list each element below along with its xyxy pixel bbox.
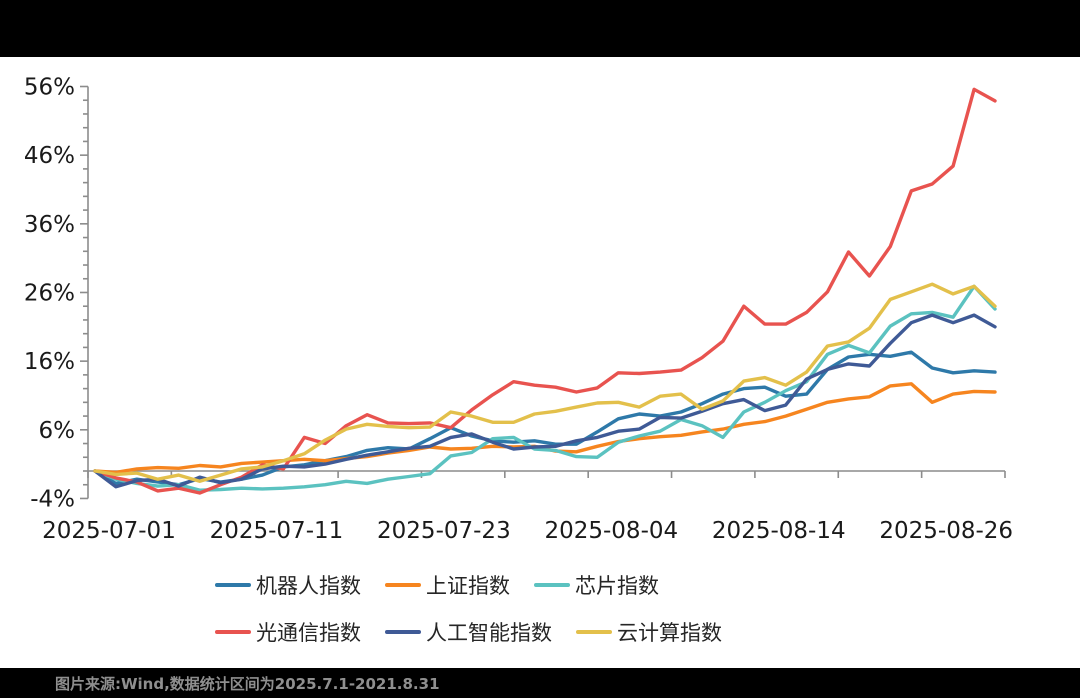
series-line [93, 382, 997, 475]
legend-label: 光通信指数 [256, 621, 361, 645]
series-line [93, 282, 997, 483]
x-axis-tick-label: 2025-07-01 [42, 518, 176, 544]
legend-row-2: 光通信指数 人工智能指数 云计算指数 [215, 617, 746, 647]
legend-row-1: 机器人指数 上证指数 芯片指数 [215, 570, 683, 600]
legend-item: 云计算指数 [576, 617, 722, 647]
source-text: 图片来源:Wind,数据统计区间为2025.7.1-2021.8.31 [55, 674, 440, 693]
y-axis-tick-label: 16% [24, 349, 75, 375]
x-axis-tick-label: 2025-08-26 [879, 518, 1013, 544]
series-line [93, 284, 997, 492]
y-axis-tick-label: 6% [39, 418, 76, 444]
legend-item: 上证指数 [385, 570, 510, 600]
legend-label: 上证指数 [426, 574, 510, 598]
series-line [93, 87, 997, 495]
legend-label: 云计算指数 [617, 621, 722, 645]
legend-item: 芯片指数 [534, 570, 659, 600]
x-axis-tick-label: 2025-07-23 [377, 518, 511, 544]
y-axis-tick-label: -4% [30, 486, 75, 512]
legend-swatch [215, 583, 251, 587]
legend-swatch [385, 630, 421, 634]
series-line [93, 313, 997, 489]
legend-item: 光通信指数 [215, 617, 361, 647]
y-axis-tick-label: 46% [24, 143, 75, 169]
y-axis-tick-label: 26% [24, 280, 75, 306]
legend-swatch [576, 630, 612, 634]
y-axis-tick-label: 36% [24, 212, 75, 238]
legend-swatch [534, 583, 570, 587]
legend-swatch [385, 583, 421, 587]
legend-label: 机器人指数 [256, 574, 361, 598]
legend-item: 人工智能指数 [385, 617, 552, 647]
x-axis-tick-label: 2025-08-04 [544, 518, 678, 544]
legend-label: 人工智能指数 [426, 621, 552, 645]
legend-item: 机器人指数 [215, 570, 361, 600]
top-black-bar [0, 0, 1080, 57]
legend-label: 芯片指数 [575, 574, 659, 598]
y-axis-tick-label: 56% [24, 75, 75, 101]
source-bar: 图片来源:Wind,数据统计区间为2025.7.1-2021.8.31 [0, 668, 1080, 698]
legend-swatch [215, 630, 251, 634]
x-axis-tick-label: 2025-08-14 [712, 518, 846, 544]
x-axis-tick-label: 2025-07-11 [210, 518, 344, 544]
